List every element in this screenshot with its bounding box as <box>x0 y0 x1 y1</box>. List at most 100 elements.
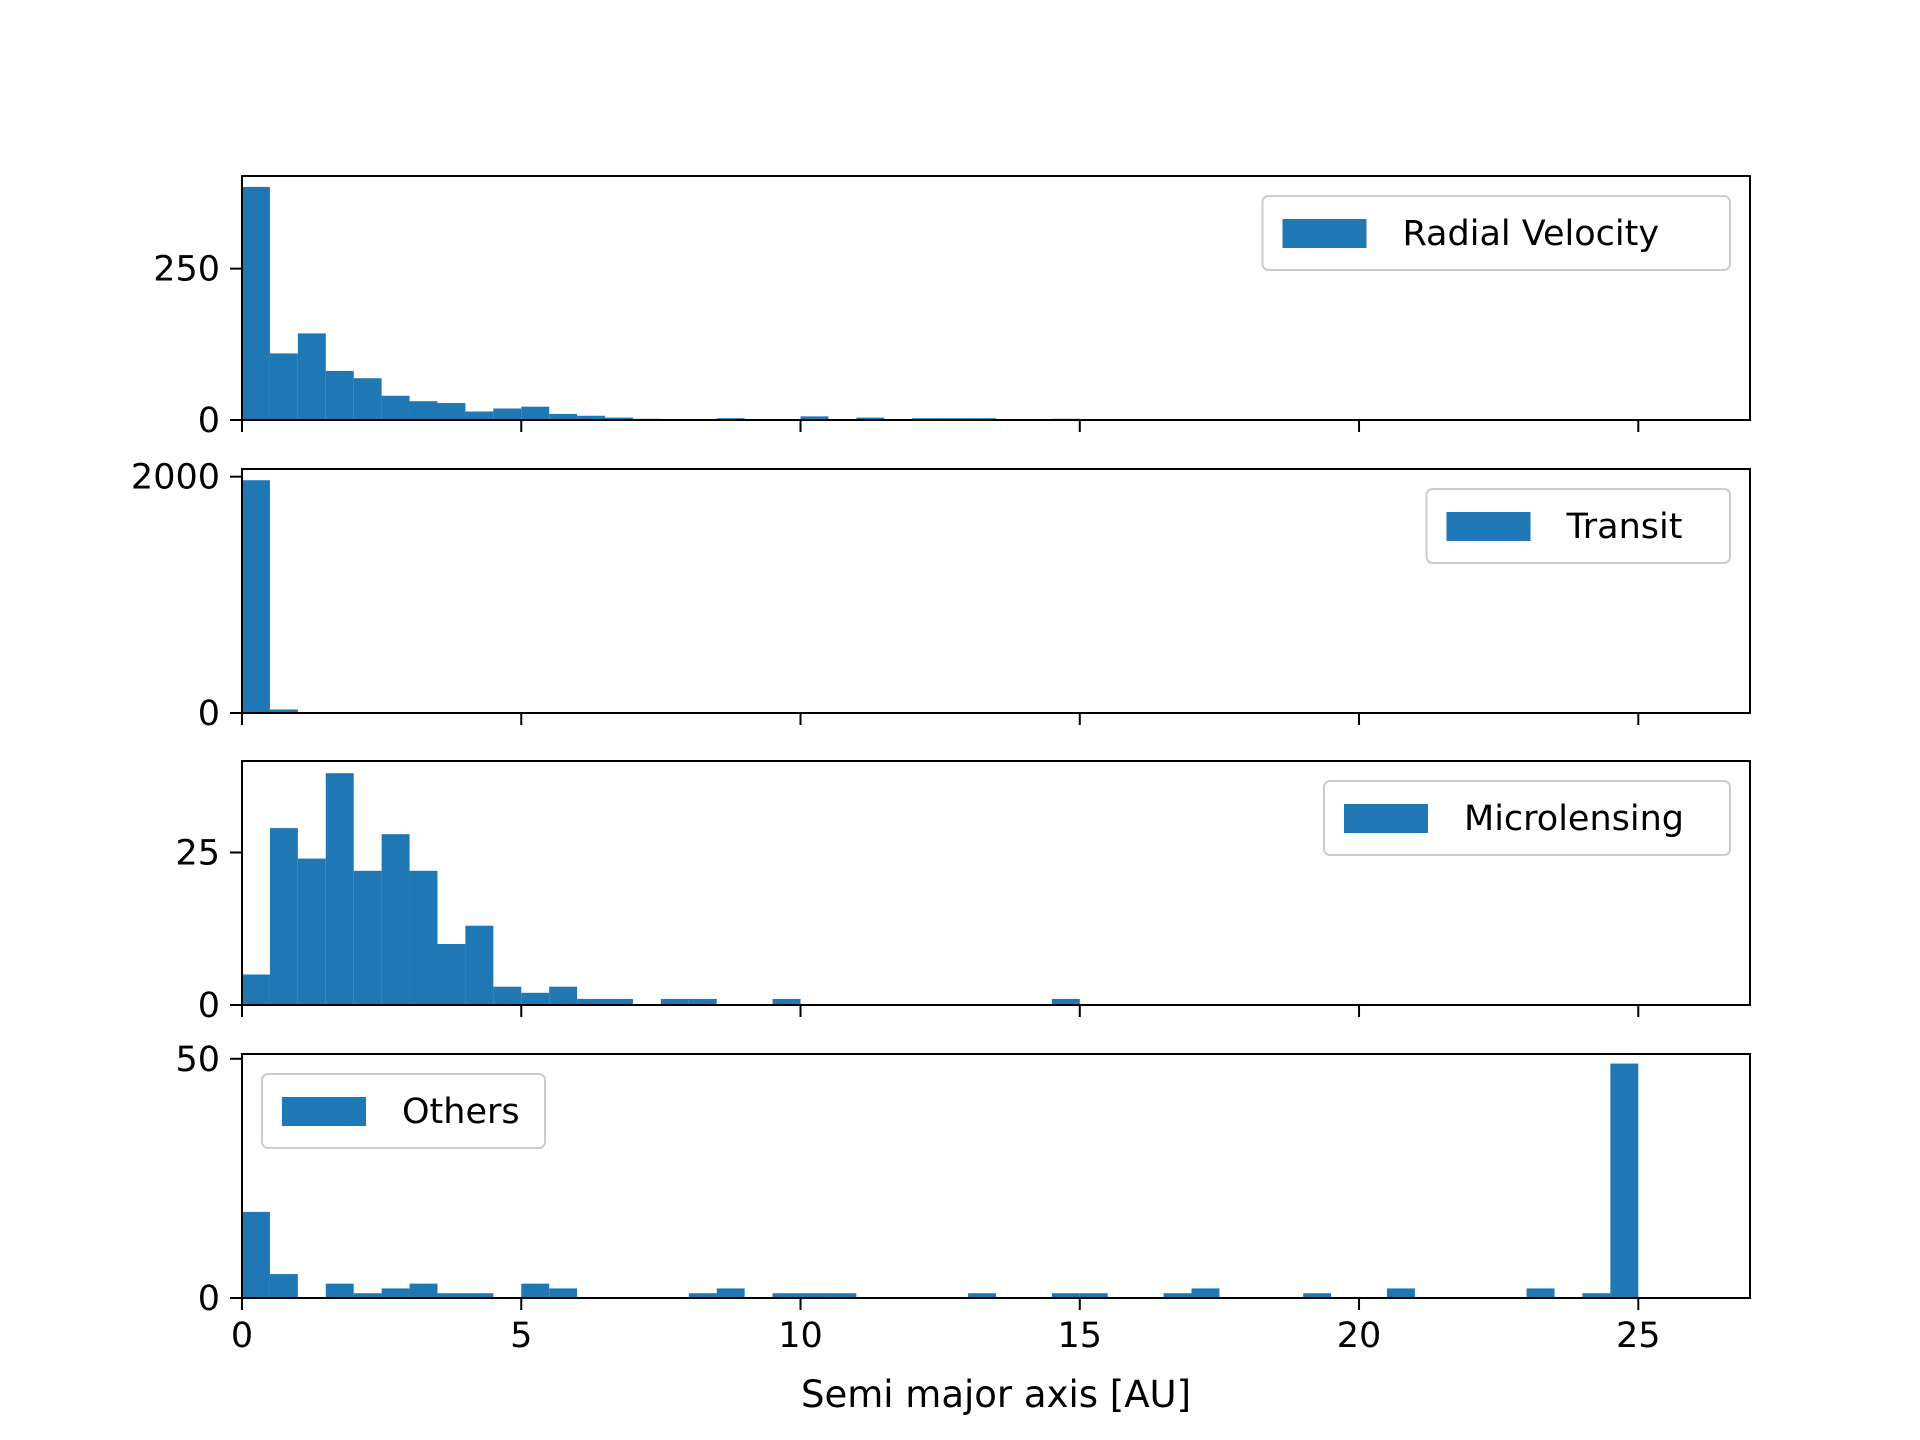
histogram-bar <box>465 925 494 1005</box>
legend-microlensing: Microlensing <box>1323 780 1731 856</box>
histogram-bar <box>968 1293 996 1298</box>
y-tick-label: 250 <box>153 250 220 290</box>
histogram-bar <box>353 870 382 1005</box>
legend-label: Transit <box>1566 507 1683 547</box>
x-tick-label: 5 <box>510 1316 532 1356</box>
histogram-bar <box>1526 1288 1555 1298</box>
histogram-bar <box>577 998 606 1005</box>
y-tick-label: 2000 <box>131 458 220 498</box>
legend-swatch <box>1344 804 1428 833</box>
histogram-bar <box>269 1274 298 1298</box>
histogram-bar <box>269 709 298 713</box>
histogram-bar <box>465 411 494 420</box>
axes-frame <box>241 468 1751 714</box>
histogram-bar <box>856 417 885 420</box>
legend-radial-velocity: Radial Velocity <box>1261 195 1731 271</box>
axes-frame <box>241 175 1751 421</box>
legend-label: Radial Velocity <box>1403 214 1660 254</box>
subplot-transit: 0 2000 Transit <box>131 458 1751 734</box>
histogram-bar <box>381 395 410 420</box>
histogram-bar <box>381 834 410 1005</box>
histogram-bar <box>605 998 633 1005</box>
histogram-bar <box>269 353 298 420</box>
histogram-bar <box>381 1288 410 1298</box>
x-tick-label: 0 <box>231 1316 253 1356</box>
histogram-bar <box>437 1293 466 1298</box>
histogram-bar <box>242 974 270 1005</box>
legend-label: Microlensing <box>1464 799 1684 839</box>
histogram-bar <box>325 370 354 420</box>
x-tick-label: 20 <box>1337 1316 1382 1356</box>
histogram-bar <box>688 1293 717 1298</box>
legend-transit: Transit <box>1425 488 1731 564</box>
histogram-bar <box>465 1293 494 1298</box>
legend-box <box>261 1073 546 1149</box>
histogram-bar <box>297 858 326 1005</box>
histogram-bar <box>437 944 466 1005</box>
y-tick-label: 0 <box>198 1279 220 1319</box>
histogram-bar <box>493 986 522 1005</box>
histogram-bar <box>409 401 438 420</box>
histogram-bar <box>325 773 354 1005</box>
histogram-bar <box>772 998 801 1005</box>
histogram-bar <box>605 417 633 420</box>
x-axis-label: Semi major axis [AU] <box>801 1373 1191 1416</box>
histogram-bar <box>1582 1293 1611 1298</box>
histogram-bar <box>1163 1293 1192 1298</box>
legend-box <box>1323 780 1731 856</box>
axes-frame <box>241 1053 1751 1299</box>
histogram-bar <box>800 416 829 420</box>
histogram-bar <box>409 1283 438 1298</box>
histogram-bar <box>1191 1288 1220 1298</box>
histogram-bar <box>1051 998 1080 1005</box>
histogram-bar <box>577 415 606 420</box>
subplot-microlensing: 0 25 Microlensing <box>175 760 1751 1026</box>
legend-swatch <box>1282 219 1367 248</box>
x-tick-label: 25 <box>1616 1316 1661 1356</box>
legend-swatch <box>282 1097 366 1126</box>
histogram-bar <box>1303 1293 1332 1298</box>
histogram-bar <box>549 413 578 420</box>
x-tick-label: 15 <box>1058 1316 1103 1356</box>
subplot-radial-velocity: 0 250 Radial Velocity <box>153 175 1751 441</box>
histogram-bar <box>325 1283 354 1298</box>
histogram-bar <box>1051 1293 1080 1298</box>
histogram-bar <box>1610 1063 1639 1298</box>
histogram-bar <box>549 986 578 1005</box>
legend-label: Others <box>402 1092 520 1132</box>
histogram-bar <box>549 1288 578 1298</box>
y-tick-label: 0 <box>198 401 220 441</box>
x-tick-label: 10 <box>778 1316 823 1356</box>
histogram-bar <box>828 1293 857 1298</box>
histogram-bar <box>242 480 270 713</box>
y-tick-label: 25 <box>175 834 220 874</box>
y-tick-label: 50 <box>175 1040 220 1080</box>
legend-others: Others <box>261 1073 546 1149</box>
subplot-others: 0 5 10 15 20 25 0 50 Others <box>175 1040 1751 1356</box>
y-tick-label: 0 <box>198 986 220 1026</box>
legend-swatch <box>1446 512 1531 541</box>
axes-frame <box>241 760 1751 1006</box>
histogram-bar <box>688 998 717 1005</box>
histogram-bar <box>437 403 466 420</box>
histogram-bar <box>353 378 382 420</box>
histogram-bar <box>353 1293 382 1298</box>
legend-box <box>1261 195 1731 271</box>
histogram-bar <box>716 1288 745 1298</box>
histogram-bar <box>242 1211 270 1298</box>
histogram-bar <box>521 992 550 1005</box>
histogram-bar <box>772 1293 801 1298</box>
histogram-bar <box>1079 1293 1108 1298</box>
histogram-bar <box>409 870 438 1005</box>
histogram-bar <box>493 408 522 420</box>
histogram-bar <box>660 998 689 1005</box>
y-tick-label: 0 <box>198 694 220 734</box>
histogram-bar <box>800 1293 829 1298</box>
histogram-bar <box>242 186 270 420</box>
histogram-bar <box>269 828 298 1005</box>
histogram-bar <box>297 333 326 420</box>
histogram-bar <box>521 1283 550 1298</box>
histogram-bar <box>521 406 550 420</box>
